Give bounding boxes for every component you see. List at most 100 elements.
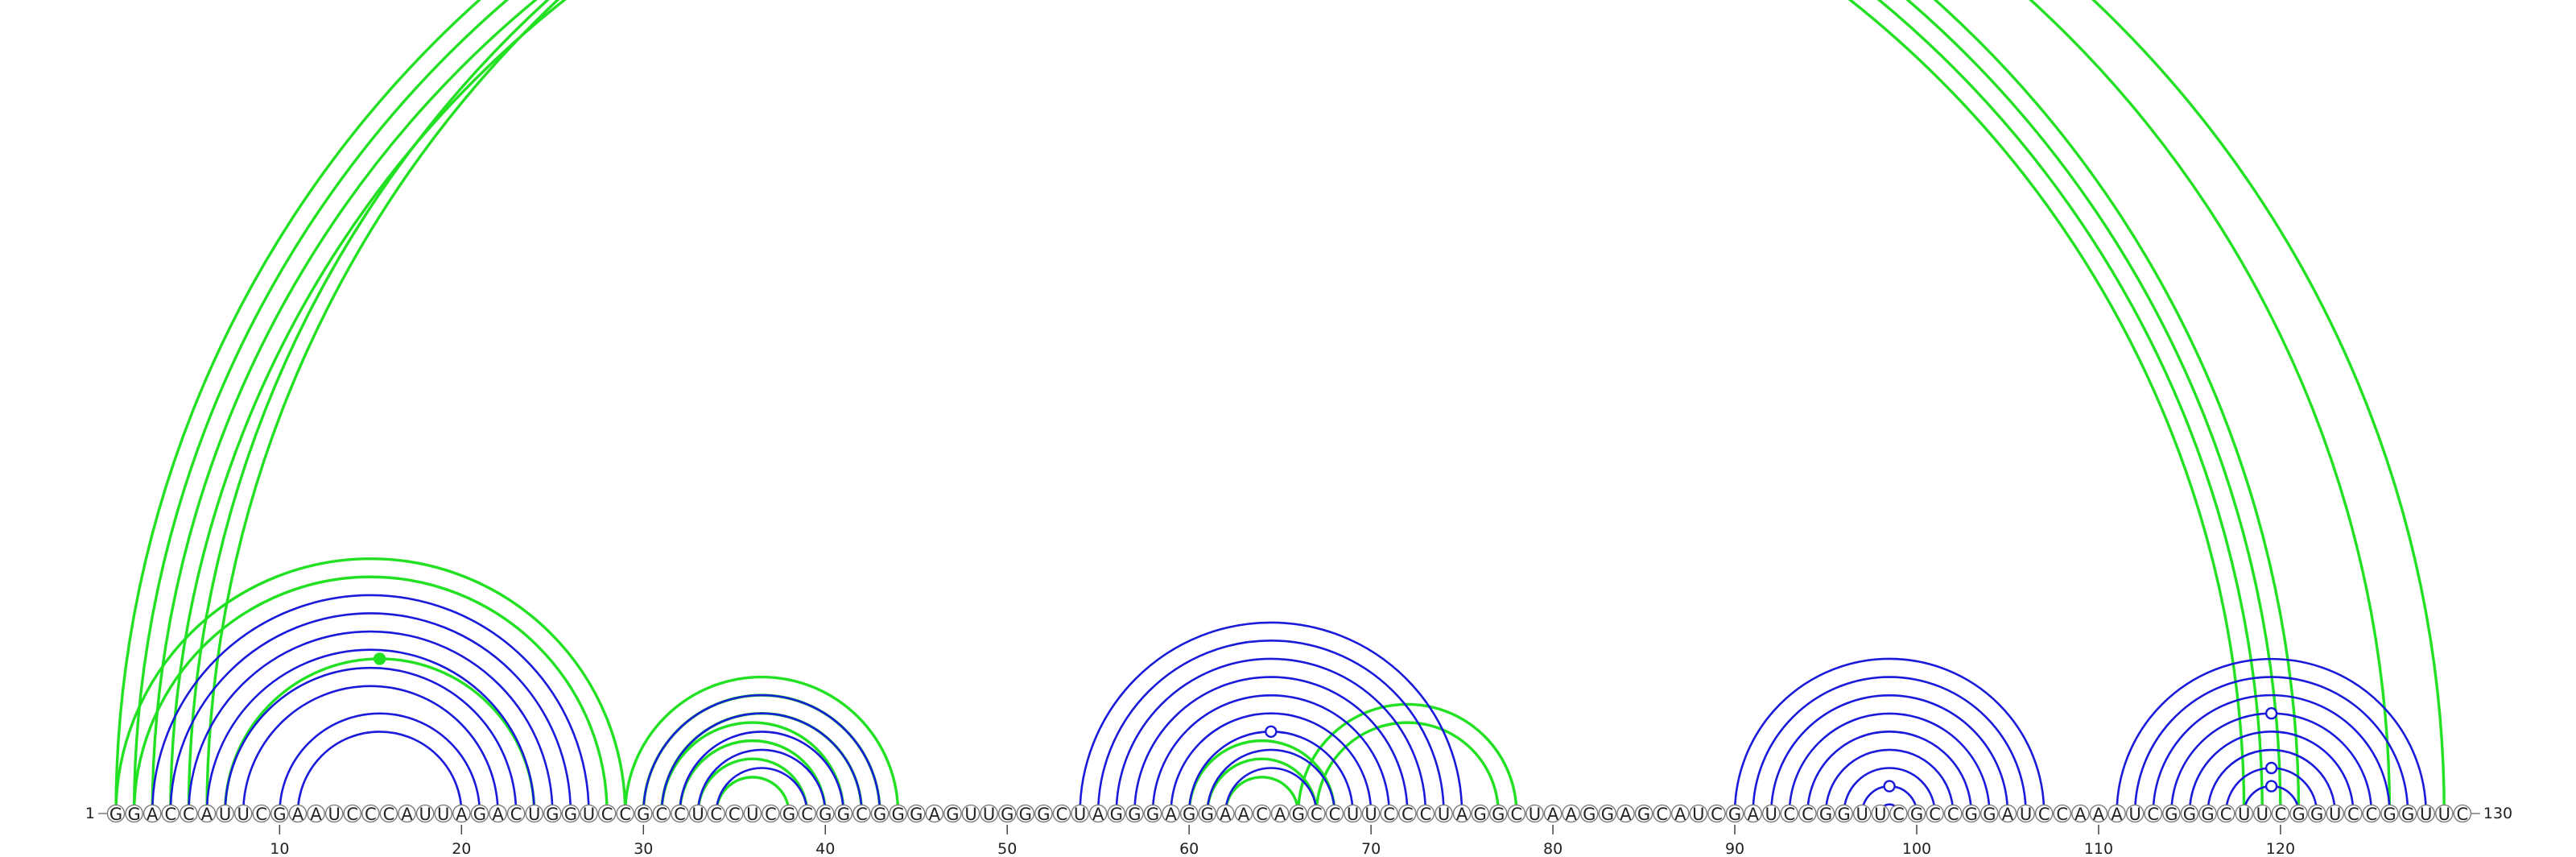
nucleotide: U xyxy=(743,804,762,824)
nucleotide-circle xyxy=(1634,804,1653,823)
nucleotide-circle xyxy=(671,804,689,823)
nucleotide-circle xyxy=(161,804,180,823)
nucleotide-circle xyxy=(1562,804,1580,823)
green-arc xyxy=(152,0,2262,814)
nucleotide-circle xyxy=(1216,804,1235,823)
nucleotide-letter: U xyxy=(419,805,431,824)
nucleotide-circle xyxy=(724,804,744,823)
nucleotide: U xyxy=(961,804,980,824)
nucleotide-circle xyxy=(1198,804,1217,823)
nucleotide-circle xyxy=(2017,804,2035,823)
nucleotide-letter: G xyxy=(837,805,850,824)
blue-arc xyxy=(205,648,536,814)
nucleotide: C xyxy=(2344,804,2363,824)
nucleotide-circle xyxy=(1471,804,1489,823)
nucleotide: C xyxy=(1798,804,1817,824)
nucleotide: G xyxy=(1289,804,1308,824)
nucleotide-letter: C xyxy=(1383,805,1395,824)
nucleotide: G xyxy=(2180,804,2199,824)
nucleotide-letter: A xyxy=(310,805,322,824)
nucleotide-circle xyxy=(2344,804,2363,823)
nucleotide-letter: A xyxy=(1274,805,1286,824)
nucleotide-circle xyxy=(580,804,598,823)
blue-arc xyxy=(169,612,572,814)
nucleotide-circle xyxy=(525,804,544,823)
nucleotide-circle xyxy=(743,804,762,823)
nucleotide-letter: G xyxy=(1583,805,1596,824)
nucleotide-circle xyxy=(2162,804,2181,823)
nucleotide-letter: C xyxy=(619,805,631,824)
nucleotide-letter: A xyxy=(2074,805,2087,824)
nucleotide: U xyxy=(1852,804,1872,824)
nucleotide: A xyxy=(1216,804,1235,824)
nucleotide: G xyxy=(1488,804,1508,824)
nucleotide-letter: A xyxy=(1747,805,1759,824)
tick-label: 30 xyxy=(634,840,653,857)
blue-arc xyxy=(679,731,845,814)
nucleotide: A xyxy=(1562,804,1580,824)
nucleotide: U xyxy=(2235,804,2254,824)
nucleotide-circle xyxy=(2089,804,2108,823)
nucleotide-letter: C xyxy=(510,805,522,824)
nucleotide-circle xyxy=(1670,804,1690,823)
nucleotide: A xyxy=(2107,804,2126,824)
nucleotide-letter: A xyxy=(1620,805,1632,824)
tick-label: 110 xyxy=(2084,840,2113,857)
nucleotide-circle xyxy=(216,804,234,823)
nucleotide-circle xyxy=(870,804,890,823)
nucleotide-circle xyxy=(1143,804,1162,823)
nucleotide-circle xyxy=(1889,804,1908,823)
nucleotide-letter: U xyxy=(1765,805,1777,824)
nucleotide-circle xyxy=(489,804,507,823)
nucleotide-letter: G xyxy=(1110,805,1123,824)
nucleotide: A xyxy=(925,804,944,824)
blue-arc xyxy=(1206,749,1336,814)
blue-arc xyxy=(296,731,463,814)
nucleotide-letter: A xyxy=(1547,805,1559,824)
nucleotide-letter: C xyxy=(1256,805,1268,824)
nucleotide: C xyxy=(506,804,526,824)
nucleotide-letter: A xyxy=(1456,805,1468,824)
nucleotide-circle xyxy=(197,804,217,823)
blue-arc xyxy=(224,667,518,814)
nucleotide-letter: U xyxy=(1874,805,1886,824)
nucleotide-letter: A xyxy=(492,805,504,824)
nucleotide-letter: U xyxy=(2020,805,2032,824)
nucleotide: C xyxy=(1253,804,1271,824)
nucleotide-circle xyxy=(1744,804,1762,823)
nucleotide: U xyxy=(2125,804,2145,824)
nucleotide-circle xyxy=(707,804,725,823)
nucleotide: C xyxy=(671,804,689,824)
tick-label: 50 xyxy=(997,840,1017,857)
nucleotide: A xyxy=(1452,804,1472,824)
nucleotide-letter: U xyxy=(528,805,540,824)
nucleotide: G xyxy=(1179,804,1199,824)
nucleotide-letter: A xyxy=(1092,805,1104,824)
nucleotide-letter: C xyxy=(1311,805,1323,824)
nucleotide-letter: G xyxy=(1474,805,1487,824)
nucleotide-circle xyxy=(597,804,617,823)
nucleotide: A xyxy=(1998,804,2017,824)
nucleotide-circle xyxy=(779,804,799,823)
nucleotide: A xyxy=(1270,804,1290,824)
nucleotide-circle xyxy=(1852,804,1872,823)
nucleotide-letter: U xyxy=(2438,805,2450,824)
nucleotide-circle xyxy=(1598,804,1617,823)
nucleotide-letter: C xyxy=(2220,805,2232,824)
nucleotide-letter: G xyxy=(2310,805,2323,824)
nucleotide-circle xyxy=(1179,804,1199,823)
blue-arc xyxy=(2152,693,2391,814)
nucleotide-letter: G xyxy=(1837,805,1850,824)
nucleotide-letter: A xyxy=(292,805,304,824)
nucleotide-letter: U xyxy=(1438,805,1450,824)
nucleotide: G xyxy=(270,804,289,824)
nucleotide-circle xyxy=(2326,804,2345,823)
tick-label: 100 xyxy=(1902,840,1931,857)
nucleotide-letter: C xyxy=(365,805,377,824)
nucleotide: U xyxy=(1071,804,1089,824)
nucleotide: G xyxy=(1471,804,1489,824)
blue-arc xyxy=(1187,731,1354,814)
nucleotide: A xyxy=(1234,804,1253,824)
nucleotide-letter: U xyxy=(2329,805,2341,824)
